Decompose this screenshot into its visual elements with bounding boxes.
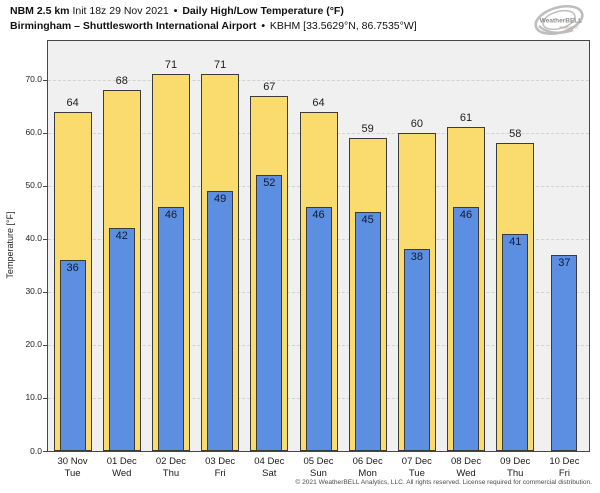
- y-tick-label: 70.0: [25, 74, 42, 85]
- high-value-label: 71: [164, 59, 178, 72]
- high-value-label: 68: [115, 75, 128, 88]
- x-tick-date: 07 Dec: [401, 456, 432, 467]
- bar-daily-low: [207, 191, 234, 451]
- y-tick-mark: [43, 291, 47, 293]
- x-tick-day: Sat: [262, 468, 277, 479]
- chart-header: NBM 2.5 km Init 18z 29 Nov 2021 • Daily …: [10, 4, 417, 34]
- x-tick-day: Wed: [456, 468, 476, 479]
- x-tick-date: 01 Dec: [106, 456, 137, 467]
- x-tick-date: 10 Dec: [549, 456, 580, 467]
- low-value-label: 46: [312, 209, 325, 221]
- x-tick-date: 08 Dec: [450, 456, 482, 467]
- x-tick-date: 04 Dec: [254, 456, 285, 467]
- bar-daily-low: [551, 254, 578, 451]
- high-value-label: 61: [459, 112, 473, 125]
- title-model: NBM 2.5 km: [10, 5, 70, 17]
- logo-subtext: Analytics LLC: [559, 26, 579, 30]
- x-tick-day: Tue: [64, 468, 81, 479]
- high-value-label: 58: [509, 128, 522, 141]
- title-line-2: Birmingham – Shuttlesworth International…: [10, 19, 417, 34]
- bar-daily-low: [354, 212, 381, 451]
- subtitle-station: Birmingham – Shuttlesworth International…: [10, 20, 257, 32]
- gridline: [48, 79, 589, 81]
- x-tick-label: 02 Dec Thu: [146, 456, 196, 480]
- low-value-label: 37: [558, 256, 571, 269]
- low-value-label: 46: [459, 209, 473, 221]
- x-tick-label: 05 Dec Sun: [294, 456, 344, 480]
- x-tick-date: 05 Dec: [303, 456, 334, 467]
- y-tick-label: 50.0: [25, 180, 42, 191]
- x-tick-label: 10 Dec Fri: [539, 456, 589, 480]
- x-tick-date: 03 Dec: [205, 456, 236, 467]
- low-value-label: 38: [410, 251, 423, 264]
- high-value-label: 64: [312, 96, 325, 109]
- y-tick-label: 40.0: [25, 233, 42, 244]
- y-tick-mark: [43, 79, 47, 81]
- x-tick-date: 02 Dec: [155, 456, 186, 467]
- x-tick-day: Mon: [358, 468, 377, 479]
- x-tick-day: Sun: [310, 468, 327, 479]
- low-value-label: 42: [115, 230, 128, 243]
- low-value-label: 52: [263, 177, 276, 190]
- x-tick-label: 08 Dec Wed: [441, 456, 491, 480]
- plot-area: 64 36 68 42 71 46 71 49 67 52 64 46 59 45 60 38 61 46 58 41…: [47, 40, 590, 452]
- x-tick-label: 06 Dec Mon: [343, 456, 393, 480]
- bar-daily-low: [502, 233, 529, 451]
- low-value-label: 45: [361, 214, 374, 227]
- bar-daily-low: [256, 175, 283, 451]
- x-tick-date: 30 Nov: [57, 456, 88, 467]
- x-tick-date: 09 Dec: [500, 456, 531, 467]
- high-value-label: 59: [361, 123, 374, 136]
- x-tick-label: 07 Dec Tue: [392, 456, 442, 480]
- bar-daily-low: [453, 207, 480, 451]
- bar-daily-low: [59, 260, 86, 451]
- y-tick-label: 20.0: [25, 339, 42, 350]
- x-tick-label: 09 Dec Thu: [490, 456, 540, 480]
- title-product: Daily High/Low Temperature (°F): [182, 5, 344, 17]
- high-value-label: 64: [66, 96, 79, 109]
- x-tick-label: 04 Dec Sat: [244, 456, 294, 480]
- y-tick-mark: [43, 238, 47, 240]
- x-tick-label: 03 Dec Fri: [195, 456, 245, 480]
- y-tick-mark: [43, 451, 47, 452]
- y-tick-label: 60.0: [25, 127, 42, 138]
- bar-daily-low: [108, 228, 135, 451]
- x-tick-day: Tue: [408, 468, 425, 479]
- weatherbell-logo-icon: WeatherBELL Analytics LLC: [532, 3, 590, 44]
- low-value-label: 36: [66, 262, 79, 275]
- high-value-label: 60: [410, 117, 423, 130]
- x-tick-day: Thu: [507, 468, 524, 479]
- x-tick-label: 30 Nov Tue: [48, 456, 98, 480]
- copyright-text: © 2021 WeatherBELL Analytics, LLC. All r…: [295, 479, 592, 486]
- title-line-1: NBM 2.5 km Init 18z 29 Nov 2021 • Daily …: [10, 4, 417, 19]
- low-value-label: 41: [509, 235, 522, 248]
- x-tick-day: Fri: [558, 468, 570, 479]
- high-value-label: 67: [263, 80, 276, 93]
- x-tick-day: Wed: [112, 468, 132, 479]
- high-value-label: 71: [214, 59, 227, 72]
- y-tick-mark: [43, 185, 47, 187]
- title-separator: •: [173, 5, 178, 17]
- low-value-label: 46: [164, 209, 178, 221]
- y-tick-mark: [43, 344, 47, 346]
- bar-daily-low: [305, 207, 332, 451]
- bar-daily-low: [403, 249, 430, 451]
- x-tick-day: Thu: [162, 468, 180, 479]
- bar-daily-low: [157, 207, 184, 451]
- y-tick-label: 10.0: [25, 392, 42, 403]
- x-tick-day: Fri: [214, 468, 226, 479]
- y-tick-label: 30.0: [25, 286, 42, 297]
- x-tick-label: 01 Dec Wed: [97, 456, 147, 480]
- title-init: Init 18z 29 Nov 2021: [72, 5, 169, 17]
- y-tick-mark: [43, 397, 47, 399]
- y-tick-mark: [43, 132, 47, 134]
- low-value-label: 49: [214, 193, 227, 206]
- logo-text: WeatherBELL: [540, 18, 583, 25]
- subtitle-separator: •: [261, 20, 265, 32]
- subtitle-station-id: KBHM [33.5629°N, 86.7535°W]: [269, 20, 417, 32]
- x-tick-date: 06 Dec: [352, 456, 383, 467]
- y-tick-label: 0.0: [30, 445, 42, 456]
- y-axis-title: Temperature [°F]: [5, 211, 15, 279]
